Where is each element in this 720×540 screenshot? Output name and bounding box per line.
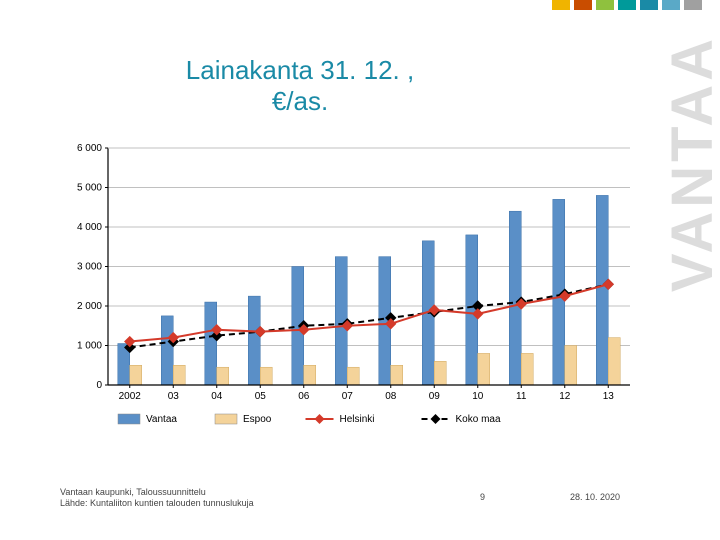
svg-text:Helsinki: Helsinki [340,414,375,425]
svg-text:06: 06 [298,391,310,402]
stripe [618,0,636,10]
svg-text:12: 12 [559,391,571,402]
svg-text:11: 11 [516,391,527,402]
svg-text:07: 07 [342,391,354,402]
svg-text:04: 04 [211,391,223,402]
lainakanta-chart: 0 1 000 2 000 3 000 4 000 5 000 6 000 2002 03 04 0… [60,140,640,440]
stripe [574,0,592,10]
stripe [552,0,570,10]
title-line2: €/as. [272,86,328,116]
svg-text:09: 09 [429,391,441,402]
footer-date: 28. 10. 2020 [570,492,620,502]
svg-text:5 000: 5 000 [77,183,102,194]
footer-page-number: 9 [480,492,485,502]
stripe [684,0,702,10]
svg-text:6 000: 6 000 [77,143,102,154]
stripe [596,0,614,10]
svg-text:2002: 2002 [119,391,142,402]
svg-text:2 000: 2 000 [77,301,102,312]
svg-text:05: 05 [255,391,267,402]
footer-line2: Lähde: Kuntaliiton kuntien talouden tunn… [60,498,254,508]
stripe [640,0,658,10]
page-title: Lainakanta 31. 12. , €/as. [0,55,600,117]
watermark-text: VANTAA [659,35,720,292]
svg-text:0: 0 [96,380,102,391]
stripe [662,0,680,10]
svg-text:03: 03 [168,391,180,402]
footer-source: Vantaan kaupunki, Taloussuunnittelu Lähd… [60,487,254,510]
top-stripe-row [552,0,702,10]
svg-text:08: 08 [385,391,397,402]
svg-text:3 000: 3 000 [77,262,102,273]
footer-line1: Vantaan kaupunki, Taloussuunnittelu [60,487,206,497]
title-line1: Lainakanta 31. 12. , [186,55,414,85]
svg-text:13: 13 [603,391,615,402]
svg-text:10: 10 [472,391,484,402]
svg-text:Koko maa: Koko maa [456,414,501,425]
svg-text:Espoo: Espoo [243,414,272,425]
svg-text:4 000: 4 000 [77,222,102,233]
svg-text:Vantaa: Vantaa [146,414,177,425]
svg-text:1 000: 1 000 [77,341,102,352]
